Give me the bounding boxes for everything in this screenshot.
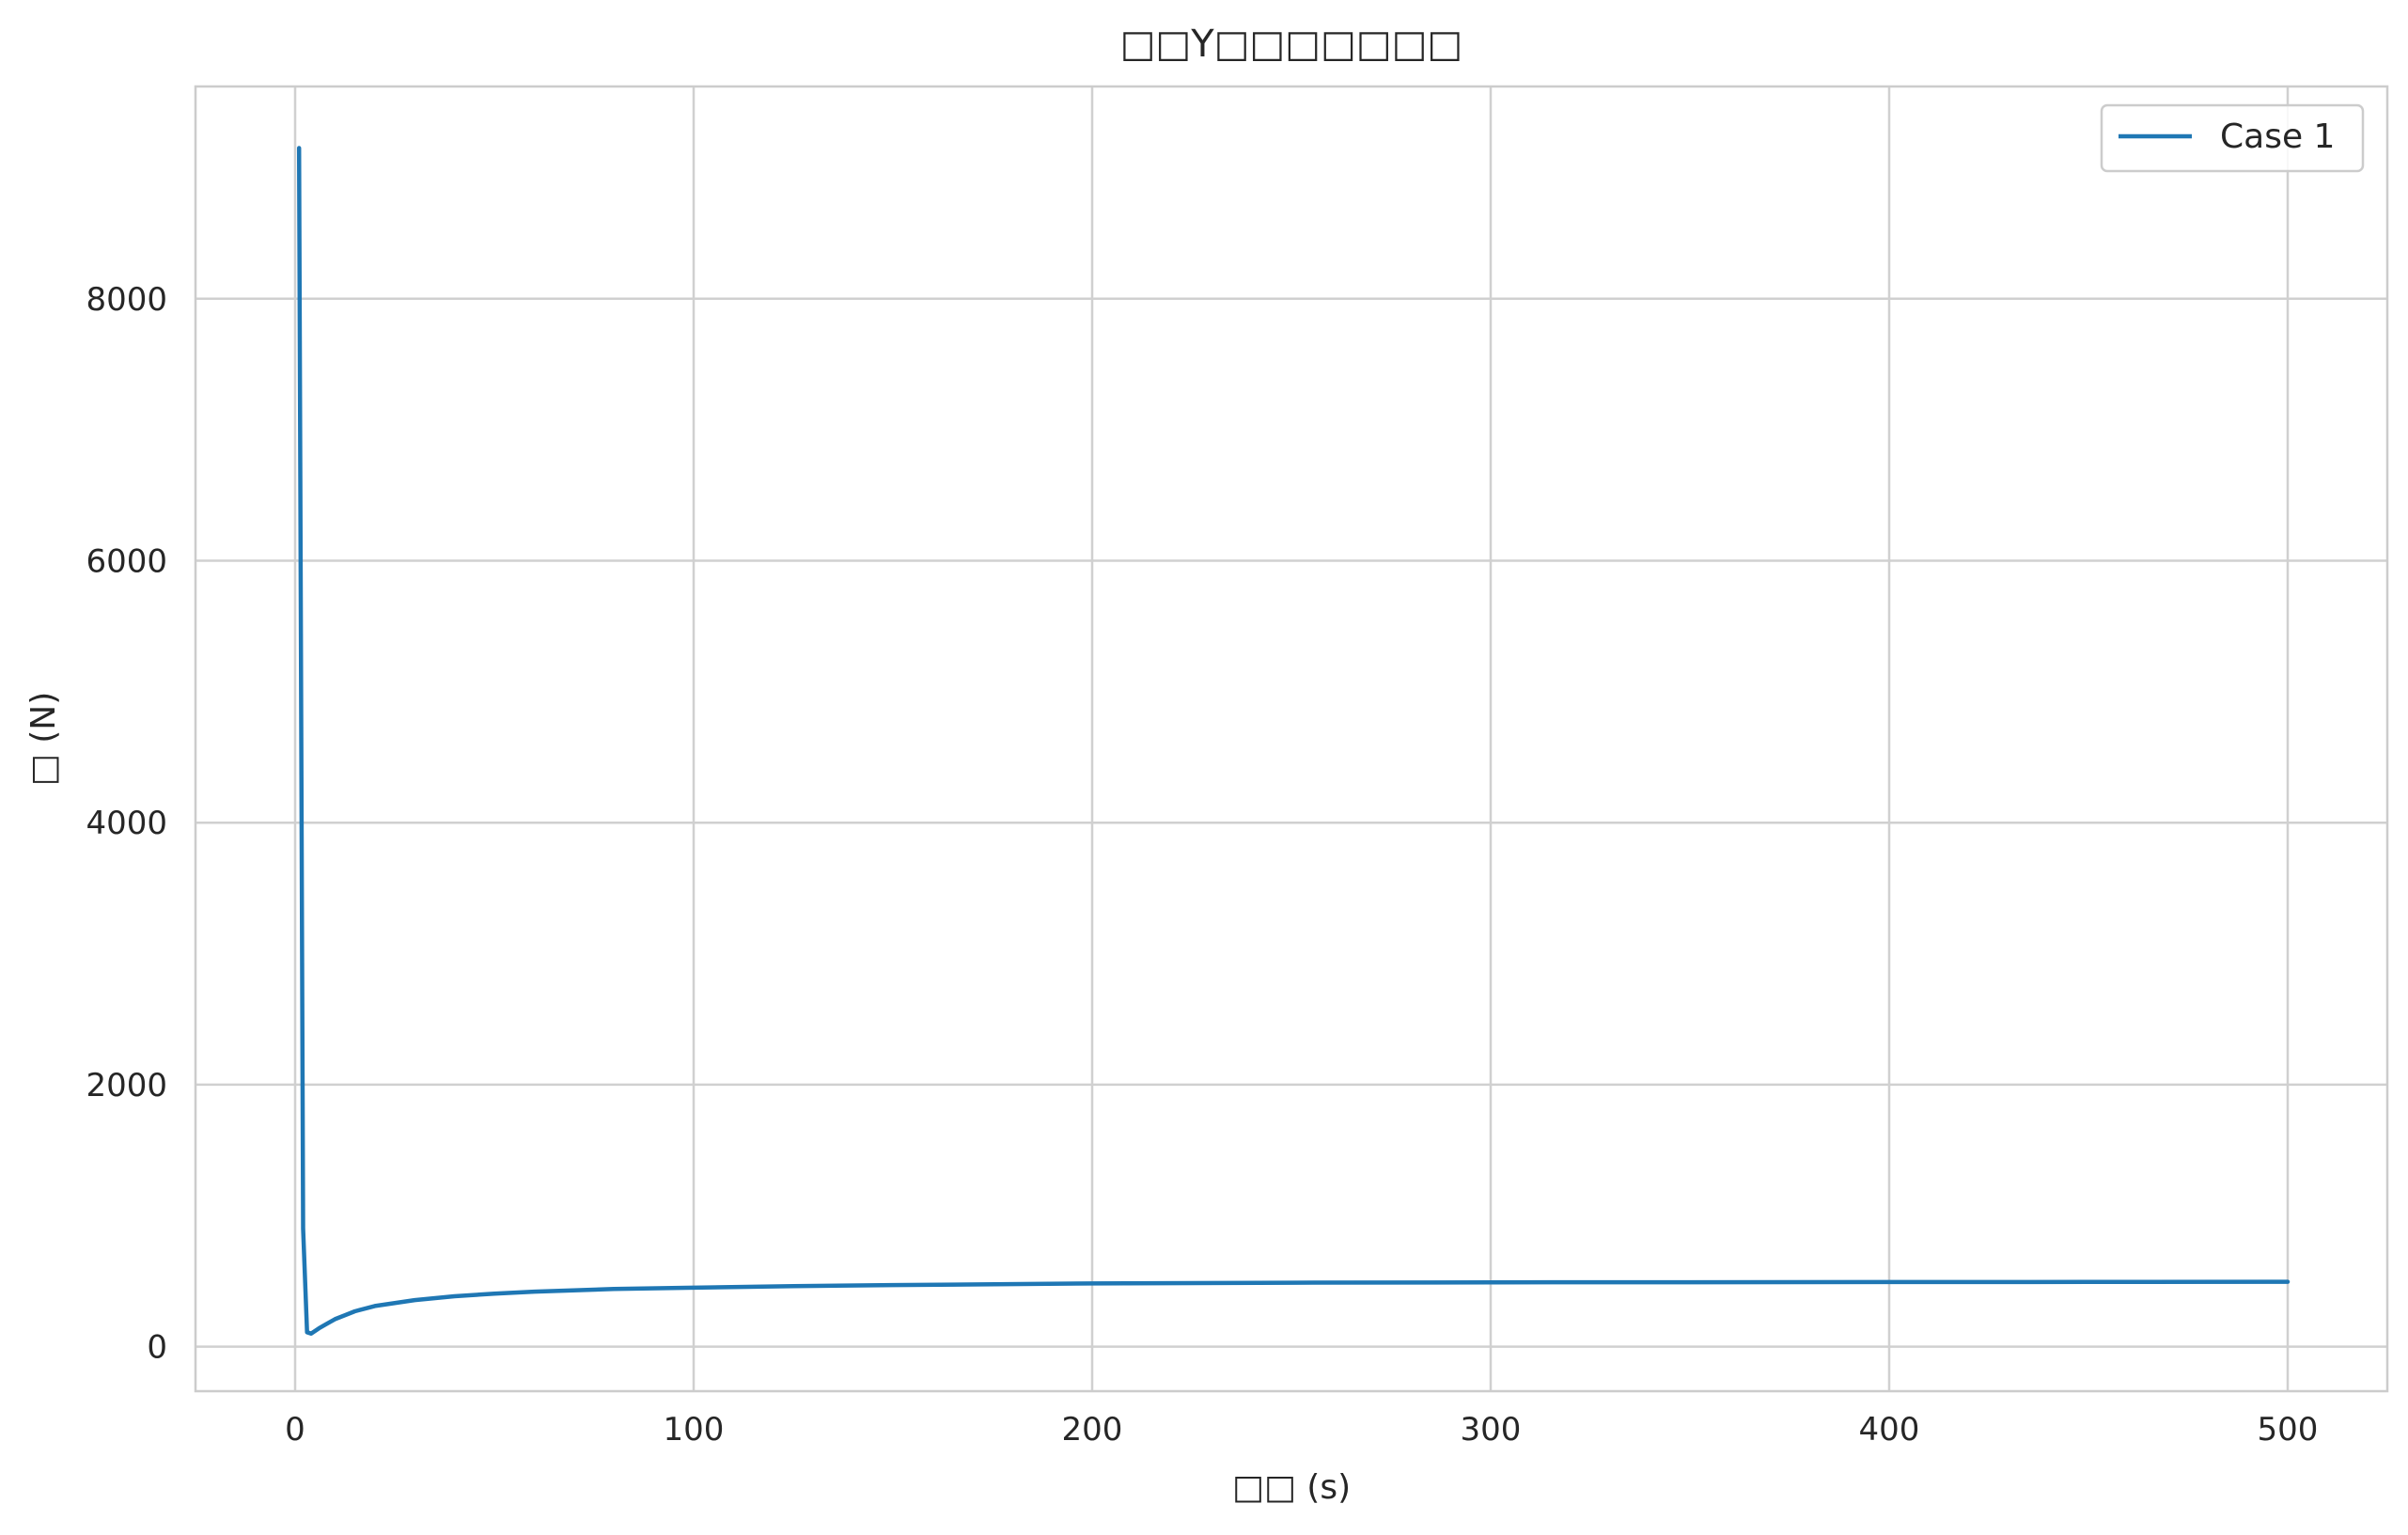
series-layer [296, 146, 2291, 1336]
grid-lines [195, 86, 2387, 1391]
x-tick-label: 0 [285, 1411, 305, 1449]
x-tick-label: 300 [1461, 1411, 1522, 1449]
y-tick-labels: 0 2000 4000 6000 8000 [86, 281, 167, 1367]
x-tick-label: 400 [1859, 1411, 1920, 1449]
y-axis-label: □ (N) [24, 692, 63, 786]
legend-label-case-1: Case 1 [2220, 117, 2335, 156]
x-axis-label: □□ (s) [1232, 1468, 1351, 1507]
x-tick-label: 100 [664, 1411, 725, 1449]
x-tick-labels: 0 100 200 300 400 500 [285, 1411, 2318, 1449]
chart-title: □□Y□□□□□□□ [1120, 23, 1463, 66]
x-tick-label: 500 [2258, 1411, 2319, 1449]
y-tick-label: 2000 [86, 1067, 167, 1104]
y-tick-label: 0 [147, 1329, 167, 1367]
legend-box [2100, 103, 2365, 173]
x-tick-label: 200 [1062, 1411, 1123, 1449]
legend: Case 1 [2100, 103, 2365, 173]
y-tick-label: 6000 [86, 542, 167, 580]
plot-frame [194, 85, 2389, 1393]
plot-background [195, 86, 2387, 1391]
y-tick-label: 4000 [86, 805, 167, 842]
series-line-case-1 [296, 146, 2291, 1336]
y-tick-label: 8000 [86, 281, 167, 319]
